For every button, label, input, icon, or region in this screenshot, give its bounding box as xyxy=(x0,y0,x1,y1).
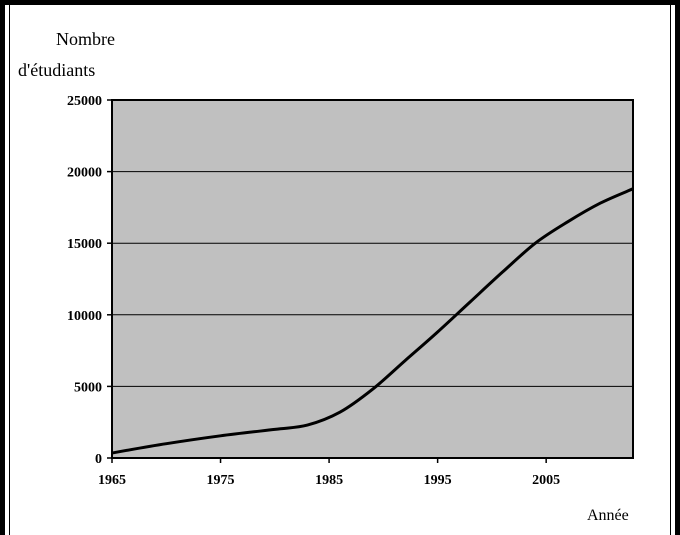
x-tick-labels: 1965 1975 1985 1995 2005 xyxy=(98,458,560,488)
y-tick-labels: 0 5000 10000 15000 20000 25000 xyxy=(67,94,112,467)
frame-inner-right-line xyxy=(670,5,671,535)
x-tick-label: 1965 xyxy=(98,473,126,488)
x-tick-label: 2005 xyxy=(532,473,560,488)
y-axis-label-line2: d'étudiants xyxy=(18,60,95,80)
gridlines xyxy=(112,171,633,387)
y-tick-label: 10000 xyxy=(67,309,102,324)
x-tick-label: 1985 xyxy=(315,473,343,488)
y-tick-label: 0 xyxy=(95,452,102,467)
y-tick-label: 20000 xyxy=(67,166,102,181)
y-axis-label-line1: Nombre xyxy=(56,29,115,49)
x-axis-label: Année xyxy=(587,507,629,524)
series-line xyxy=(111,187,634,455)
plot-area xyxy=(111,99,634,459)
y-tick-label: 25000 xyxy=(67,94,102,109)
x-tick-label: 1975 xyxy=(207,473,235,488)
x-tick-label: 1995 xyxy=(424,473,452,488)
frame-inner-left-line xyxy=(9,5,10,535)
y-tick-label: 15000 xyxy=(67,237,102,252)
y-tick-label: 5000 xyxy=(74,380,102,395)
